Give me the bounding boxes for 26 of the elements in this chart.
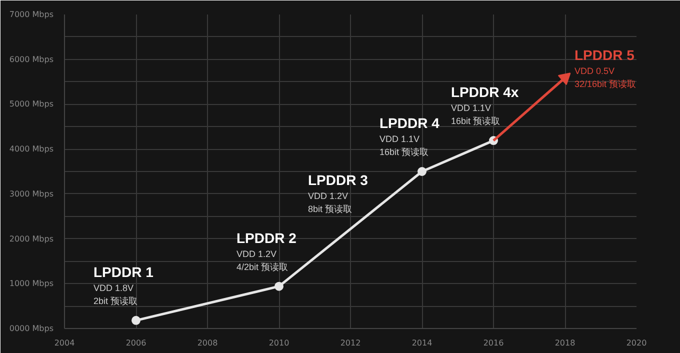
y-tick-label: 1000 Mbps — [9, 279, 54, 288]
point — [418, 167, 426, 176]
y-tick-label: 4000 Mbps — [9, 144, 54, 154]
x-tick-label: 2014 — [412, 338, 432, 348]
series-label: LPDDR 5 VDD 0.5V 32/16bit 预读取 — [574, 47, 636, 92]
annotation: LPDDR 4x VDD 1.1V 16bit 预读取 — [451, 84, 519, 128]
y-tick-label: 5000 Mbps — [9, 100, 54, 109]
x-tick-label: 2004 — [54, 338, 75, 348]
annotation: LPDDR 2 VDD 1.2V 4/2bit 预读取 — [236, 230, 296, 274]
x-tick-label: 2020 — [626, 338, 647, 348]
point — [132, 316, 140, 325]
x-tick-label: 2008 — [197, 338, 218, 348]
annotation: LPDDR 3 VDD 1.2V 8bit 预读取 — [308, 172, 368, 216]
x-tick-label: 2006 — [126, 338, 146, 348]
annotation: LPDDR 4 VDD 1.1V 16bit 预读取 — [380, 115, 440, 159]
y-tick-label: 6000 Mbps — [9, 54, 54, 64]
x-tick-label: 2016 — [483, 338, 504, 348]
y-tick-label: 7000 Mbps — [9, 10, 54, 19]
x-tick-label: 2012 — [340, 338, 361, 348]
point — [274, 282, 284, 291]
x-tick-label: 2018 — [554, 338, 576, 348]
x-tick-label: 2010 — [268, 338, 290, 348]
y-tick-label: 0000 Mbps — [9, 324, 54, 333]
y-tick-label: 2000 Mbps — [9, 234, 54, 244]
annotation: LPDDR 1 VDD 1.8V 2bit 预读取 — [94, 264, 154, 308]
y-tick-label: 3000 Mbps — [9, 189, 54, 198]
